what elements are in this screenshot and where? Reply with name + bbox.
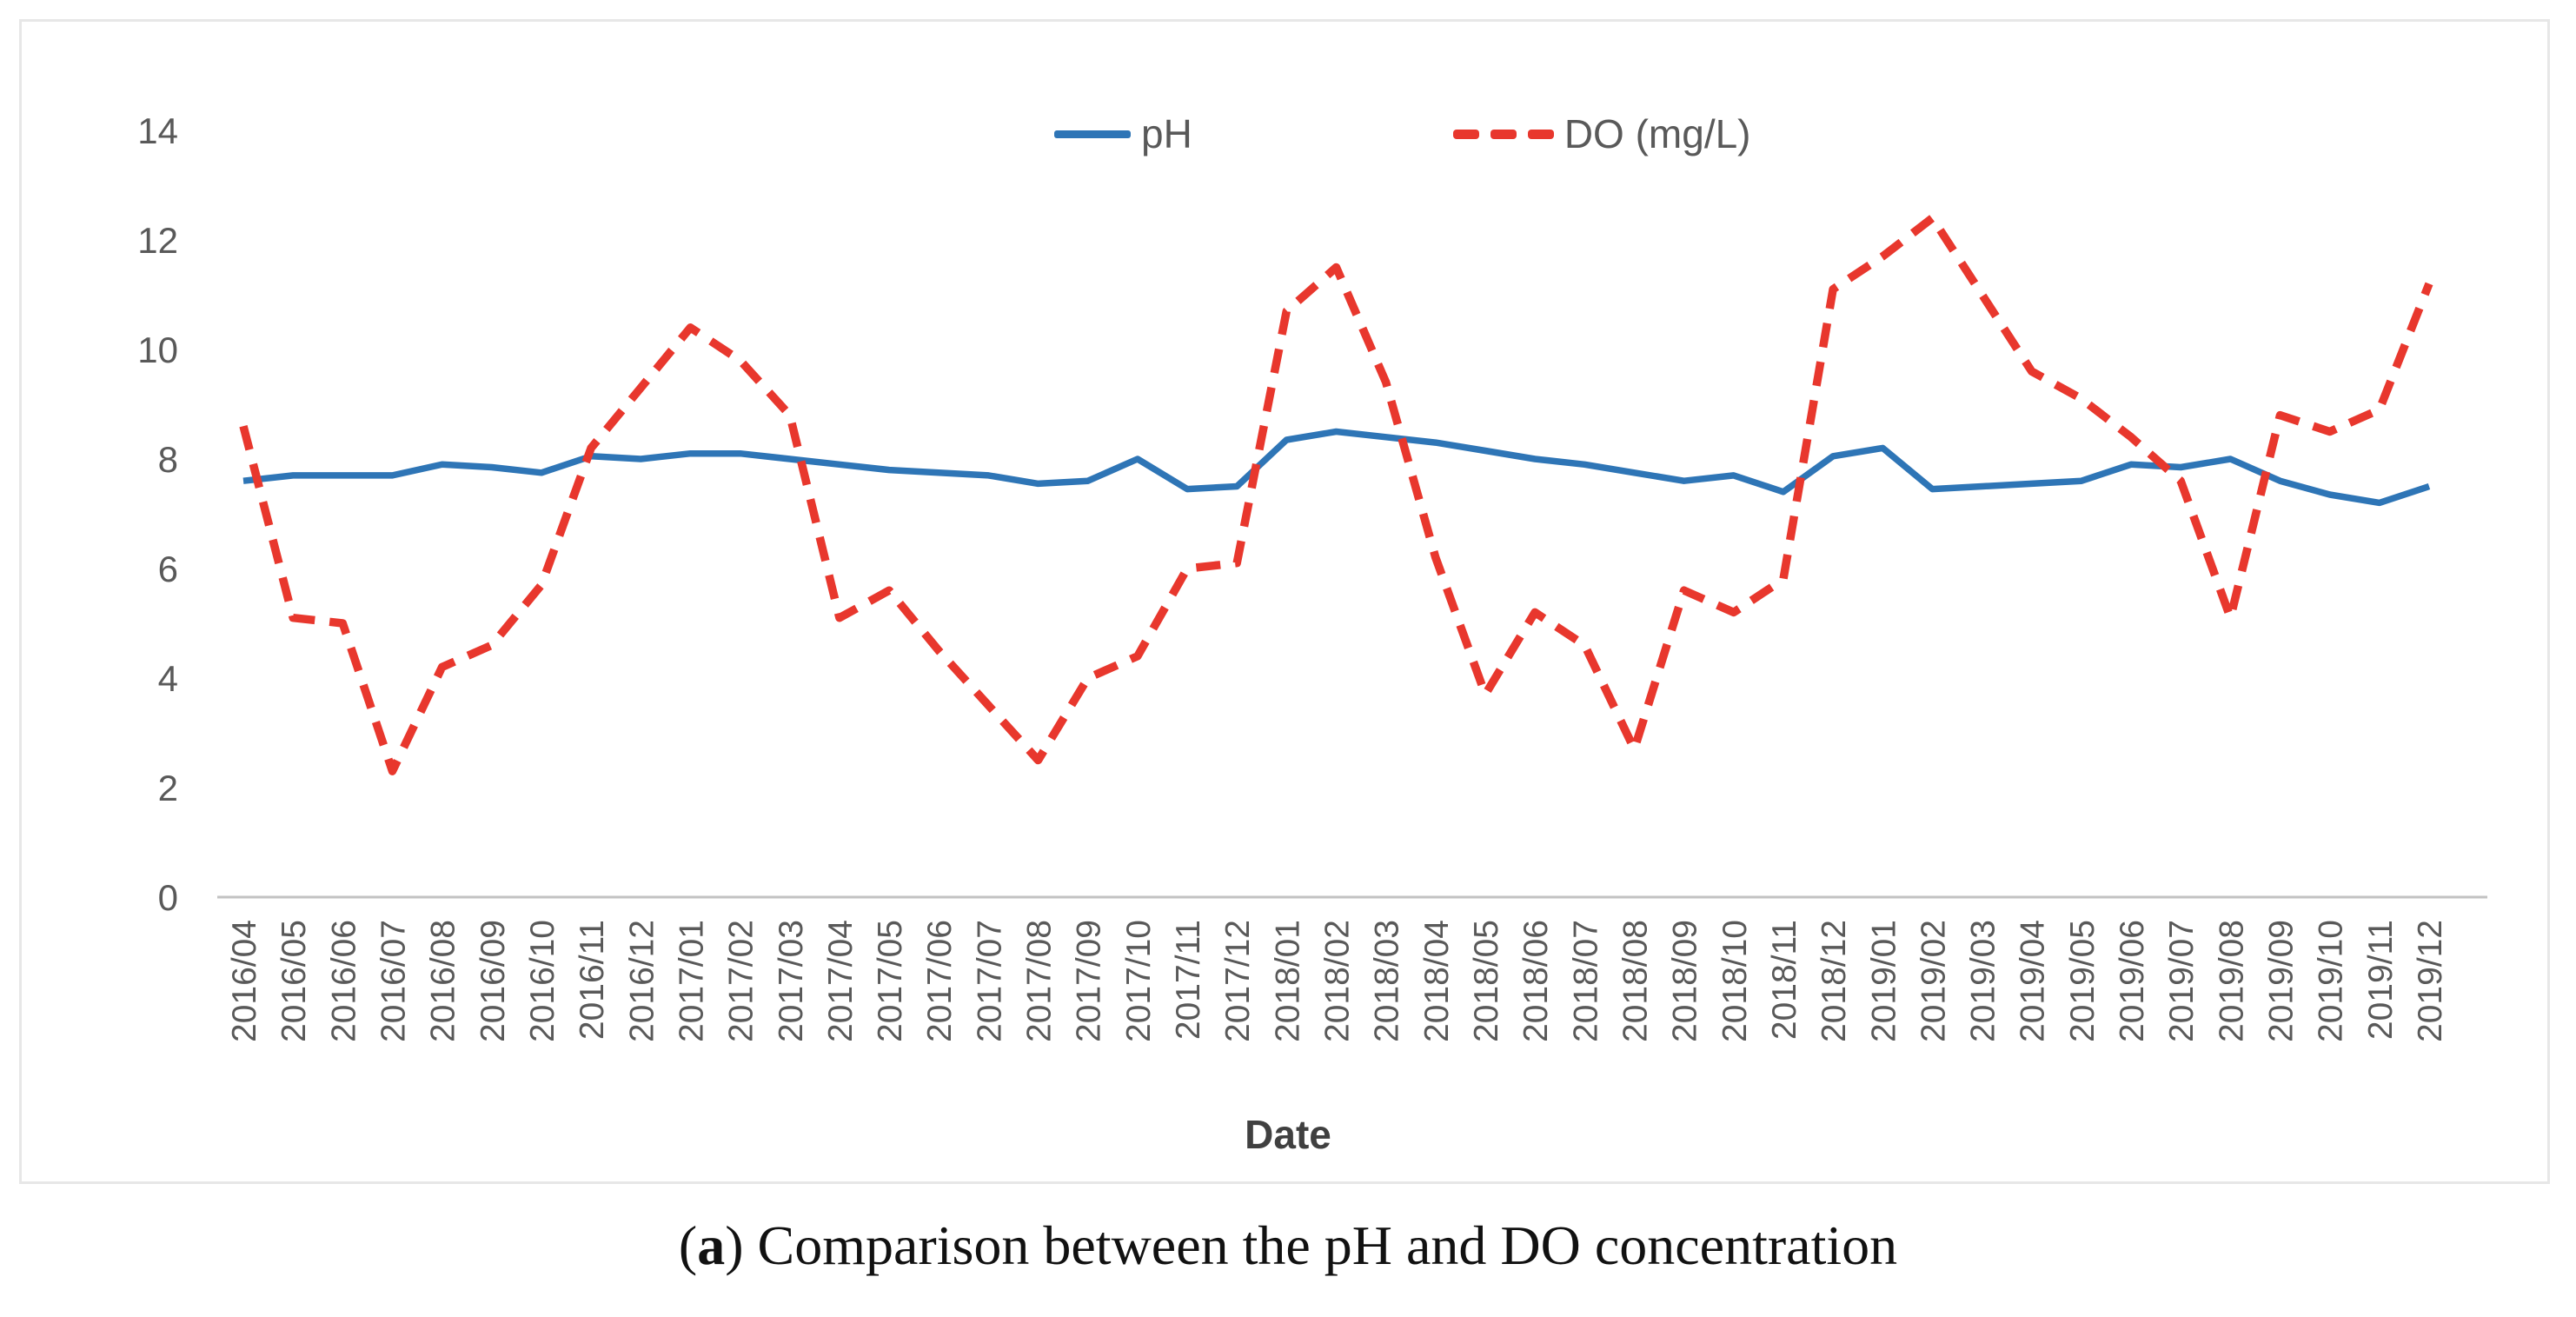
x-tick-label: 2018/12 [1816,920,1853,1042]
series-line-do [239,214,2433,775]
y-tick-label: 8 [158,439,178,480]
x-tick-label: 2017/02 [723,920,760,1042]
legend-item-ph: pH [1054,110,1192,157]
x-tick-label: 2017/11 [1170,920,1207,1040]
y-tick-label: 14 [137,110,178,151]
x-tick-label: 2019/01 [1865,920,1902,1042]
x-tick-label: 2019/09 [2263,920,2300,1042]
x-tick-label: 2018/05 [1468,920,1505,1042]
x-tick-label: 2018/02 [1319,920,1357,1042]
x-tick-label: 2018/08 [1617,920,1654,1042]
x-tick-label: 2017/07 [971,920,1008,1042]
x-tick-label: 2018/03 [1369,920,1406,1042]
x-tick-label: 2017/08 [1021,920,1059,1042]
x-tick-label: 2019/12 [2412,920,2449,1042]
x-axis-title: Date [1245,1112,1331,1157]
caption-open-paren: ( [678,1214,698,1276]
x-tick-label: 2017/12 [1219,920,1257,1042]
chart-figure-frame [19,19,2550,1184]
series-line-ph [242,428,2431,507]
x-tick-label: 2018/07 [1567,920,1604,1042]
do-dashed-line-swatch-icon [1452,129,1554,139]
x-tick-label: 2018/04 [1418,920,1456,1042]
caption-close-paren: ) [725,1214,758,1276]
x-tick-label: 2017/06 [921,920,959,1042]
y-tick-label: 0 [158,877,178,918]
x-tick-label: 2019/06 [2114,920,2151,1042]
x-tick-label: 2019/02 [1915,920,1952,1042]
x-tick-label: 2018/11 [1766,920,1803,1040]
chart-legend: pH DO (mg/L) [1054,110,1751,157]
x-tick-label: 2016/08 [425,920,462,1042]
legend-item-do: DO (mg/L) [1452,110,1751,157]
figure-caption: (a) Comparison between the pH and DO con… [0,1214,2576,1278]
x-tick-label: 2018/06 [1517,920,1555,1042]
x-tick-label: 2019/11 [2362,920,2400,1040]
x-tick-label: 2016/12 [623,920,661,1042]
ph-line-swatch-icon [1054,130,1131,138]
caption-text: Comparison between the pH and DO concent… [757,1214,1898,1276]
x-tick-label: 2016/11 [574,920,611,1040]
x-tick-label: 2017/03 [773,920,810,1042]
x-tick-label: 2017/01 [673,920,710,1042]
x-tick-label: 2016/05 [276,920,313,1042]
x-tick-label: 2018/10 [1716,920,1754,1042]
x-tick-label: 2018/09 [1667,920,1704,1042]
x-tick-label: 2019/04 [2015,920,2052,1042]
x-tick-label: 2017/04 [822,920,860,1042]
y-tick-label: 12 [137,220,178,261]
x-tick-label: 2016/10 [524,920,561,1042]
x-tick-label: 2017/05 [872,920,909,1042]
x-tick-label: 2019/03 [1965,920,2002,1042]
y-tick-label: 2 [158,768,178,808]
x-tick-label: 2018/01 [1269,920,1306,1042]
x-tick-label: 2016/04 [226,920,263,1042]
x-tick-label: 2016/09 [475,920,512,1042]
x-tick-label: 2019/07 [2163,920,2201,1042]
x-tick-label: 2017/10 [1120,920,1158,1042]
x-tick-label: 2019/08 [2213,920,2250,1042]
y-tick-label: 6 [158,549,178,589]
x-tick-label: 2016/06 [325,920,362,1042]
x-tick-label: 2019/10 [2313,920,2350,1042]
y-tick-label: 4 [158,658,178,699]
x-tick-label: 2016/07 [375,920,412,1042]
y-tick-label: 10 [137,329,178,370]
x-tick-label: 2019/05 [2064,920,2101,1042]
legend-label-do: DO (mg/L) [1564,111,1751,156]
legend-label-ph: pH [1141,111,1192,156]
x-tick-label: 2017/09 [1071,920,1108,1042]
caption-bold-letter: a [697,1214,726,1276]
